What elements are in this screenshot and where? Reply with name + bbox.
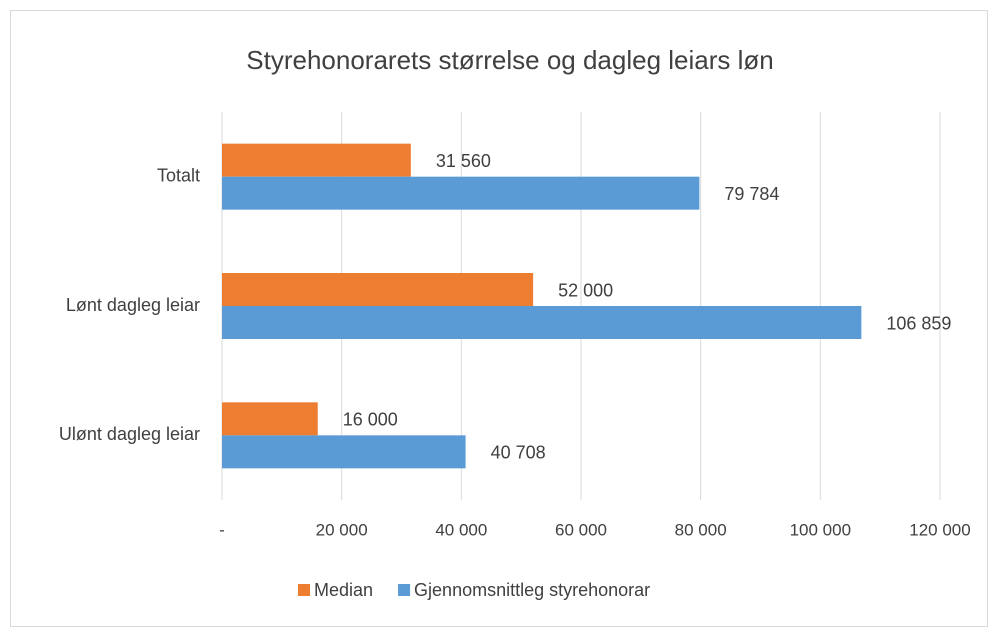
legend-swatch xyxy=(298,584,310,596)
bar xyxy=(222,402,318,436)
y-tick-label: Totalt xyxy=(157,165,200,185)
bar xyxy=(222,176,700,210)
chart-title: Styrehonorarets størrelse og dagleg leia… xyxy=(246,45,773,75)
x-tick-label: 120 000 xyxy=(909,520,970,539)
legend-label: Gjennomsnittleg styrehonorar xyxy=(414,580,650,600)
data-label: 16 000 xyxy=(343,410,398,430)
x-tick-label: 100 000 xyxy=(790,520,851,539)
data-label: 40 708 xyxy=(491,443,546,463)
legend-swatch xyxy=(398,584,411,596)
data-label: 52 000 xyxy=(558,280,613,300)
bar xyxy=(222,435,466,469)
data-label: 79 784 xyxy=(724,184,779,204)
x-tick-label: 60 000 xyxy=(555,520,607,539)
y-tick-label: Ulønt dagleg leiar xyxy=(59,424,200,444)
bar xyxy=(222,143,411,177)
x-tick-label: 40 000 xyxy=(435,520,487,539)
data-label: 31 560 xyxy=(436,151,491,171)
x-tick-label: 20 000 xyxy=(316,520,368,539)
bar xyxy=(222,273,534,306)
legend-label: Median xyxy=(314,580,373,600)
x-tick-label: - xyxy=(219,520,225,539)
bar xyxy=(222,306,862,339)
data-label: 106 859 xyxy=(886,313,951,333)
y-tick-label: Lønt dagleg leiar xyxy=(66,295,200,315)
x-tick-label: 80 000 xyxy=(675,520,727,539)
